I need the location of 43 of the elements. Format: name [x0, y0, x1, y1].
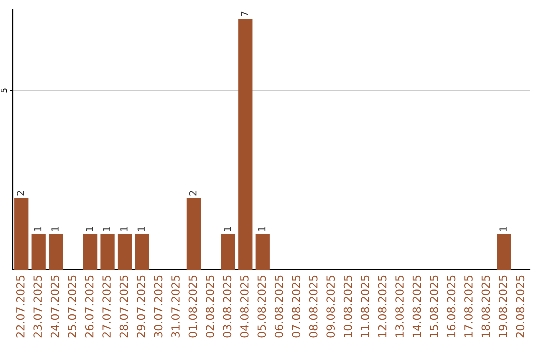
x-tick-label: 09.08.2025 [326, 276, 336, 338]
x-tick-label: 29.07.2025 [137, 276, 146, 338]
x-tick-label: 18.08.2025 [482, 276, 490, 338]
data-label: 2 [189, 191, 197, 196]
x-tick-label: 16.08.2025 [447, 276, 456, 338]
x-tick-label: 28.07.2025 [120, 276, 128, 338]
x-tick-label: 02.08.2025 [206, 276, 214, 338]
x-tick-label: 06.08.2025 [274, 276, 284, 338]
x-tick-label: 12.08.2025 [378, 276, 387, 338]
x-tick-label: 03.08.2025 [223, 276, 232, 338]
data-label: 7 [241, 12, 248, 16]
x-tick-label: 04.08.2025 [240, 276, 249, 338]
x-tick-label: 27.07.2025 [102, 276, 112, 338]
x-tick-label: 11.08.2025 [361, 276, 370, 338]
x-tick-label: 01.08.2025 [188, 276, 198, 338]
x-tick-label: 22.07.2025 [16, 276, 25, 338]
data-label: 1 [138, 227, 145, 232]
data-label: 1 [86, 227, 94, 232]
data-label: 1 [34, 227, 42, 232]
x-tick-label: 26.07.2025 [85, 276, 94, 338]
x-tick-label: 10.08.2025 [344, 276, 352, 338]
x-tick-label: 07.08.2025 [292, 276, 301, 338]
x-tick-label: 31.07.2025 [172, 276, 180, 338]
x-tick-label: 20.08.2025 [516, 276, 525, 338]
data-label: 1 [103, 227, 110, 232]
x-tick-label: 23.07.2025 [34, 276, 42, 338]
data-label: 1 [500, 227, 507, 232]
data-label: 1 [224, 227, 232, 232]
data-label: 2 [17, 191, 24, 196]
data-label: 1 [120, 227, 128, 232]
data-label: 1 [52, 227, 59, 232]
x-tick-label: 05.08.2025 [258, 276, 266, 338]
x-tick-label: 30.07.2025 [154, 276, 163, 338]
x-tick-label: 13.08.2025 [396, 276, 404, 338]
x-tick-label: 08.08.2025 [309, 276, 318, 338]
y-tick-label: 5 [1, 88, 8, 93]
x-tick-label: 19.08.2025 [498, 276, 508, 338]
x-tick-label: 24.07.2025 [50, 276, 60, 338]
x-tick-label: 14.08.2025 [412, 276, 422, 338]
x-tick-label: 25.07.2025 [68, 276, 77, 338]
x-tick-label: 17.08.2025 [464, 276, 473, 338]
x-tick-label: 15.08.2025 [430, 276, 438, 338]
data-label: 1 [258, 227, 266, 232]
